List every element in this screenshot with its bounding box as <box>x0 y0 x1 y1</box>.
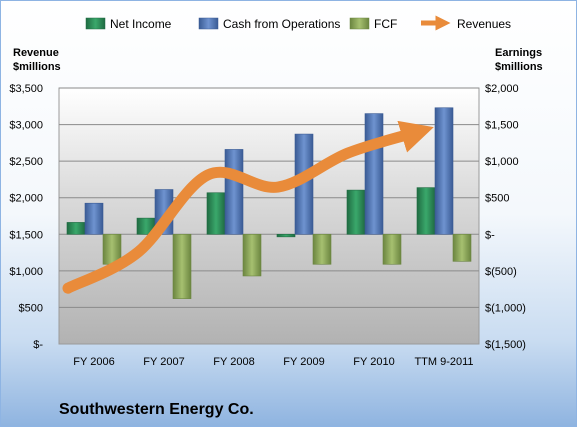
x-tick-label: TTM 9-2011 <box>414 356 473 368</box>
left-tick-label: $1,500 <box>9 229 43 241</box>
bar-net-income <box>276 233 296 238</box>
bar-fcf <box>312 233 332 265</box>
x-axis-ticks: FY 2006 FY 2007 FY 2008 FY 2009 FY 2010 TTM 9… <box>73 356 473 368</box>
x-tick-label: FY 2010 <box>353 356 394 368</box>
legend-swatch-net-income <box>85 17 106 30</box>
right-axis-title-line2: $millions <box>495 61 543 73</box>
left-tick-label: $2,500 <box>9 156 43 168</box>
right-tick-label: $- <box>485 229 495 241</box>
left-axis-title-line1: Revenue <box>13 47 59 59</box>
legend-label-cash-from-operations: Cash from Operations <box>223 17 340 31</box>
left-axis-title-line2: $millions <box>13 61 61 73</box>
gridlines <box>59 87 479 308</box>
legend-label-fcf: FCF <box>374 17 397 31</box>
left-tick-label: $2,000 <box>9 193 43 205</box>
right-tick-label: $(1,500) <box>485 339 526 351</box>
bar-cash-from-operations <box>364 113 384 235</box>
left-tick-label: $3,000 <box>9 120 43 132</box>
right-tick-label: $1,000 <box>485 156 519 168</box>
right-tick-label: $(1,000) <box>485 302 526 314</box>
bar-fcf <box>242 233 262 277</box>
bar-net-income <box>416 187 436 235</box>
left-tick-label: $1,000 <box>9 266 43 278</box>
x-tick-label: FY 2006 <box>73 356 114 368</box>
bar-cash-from-operations <box>434 107 454 235</box>
company-name: Southwestern Energy Co. <box>59 401 254 418</box>
right-tick-label: $500 <box>485 193 509 205</box>
left-axis-ticks: $- $500 $1,000 $1,500 $2,000 $2,500 $3,000 $3,5… <box>9 83 43 351</box>
plot-area <box>58 87 480 345</box>
bar-net-income <box>66 222 86 235</box>
left-tick-label: $500 <box>19 302 43 314</box>
right-axis-title-line1: Earnings <box>495 47 542 59</box>
revenue-line <box>62 120 434 294</box>
bar-net-income <box>206 192 226 235</box>
bar-fcf <box>382 233 402 265</box>
left-tick-label: $- <box>33 339 43 351</box>
bar-cash-from-operations <box>224 149 244 235</box>
bar-net-income <box>346 189 366 235</box>
bar-fcf <box>452 233 472 262</box>
legend-label-net-income: Net Income <box>110 17 172 31</box>
bar-cash-from-operations <box>84 202 104 235</box>
line-revenues <box>62 120 434 294</box>
legend-swatch-fcf <box>349 17 370 30</box>
x-tick-label: FY 2007 <box>143 356 184 368</box>
bar-fcf <box>172 233 192 299</box>
left-tick-label: $3,500 <box>9 83 43 95</box>
right-tick-label: $(500) <box>485 266 517 278</box>
right-tick-label: $1,500 <box>485 120 519 132</box>
right-tick-label: $2,000 <box>485 83 519 95</box>
legend-swatch-cash-from-operations <box>198 17 219 30</box>
x-tick-label: FY 2008 <box>213 356 254 368</box>
bars <box>66 107 472 299</box>
x-tick-label: FY 2009 <box>283 356 324 368</box>
legend-label-revenues: Revenues <box>457 17 511 31</box>
legend: Net Income Cash from Operations FCF Reve… <box>85 15 511 31</box>
right-axis-ticks: $(1,500) $(1,000) $(500) $- $500 $1,000 $1,500… <box>485 83 526 351</box>
